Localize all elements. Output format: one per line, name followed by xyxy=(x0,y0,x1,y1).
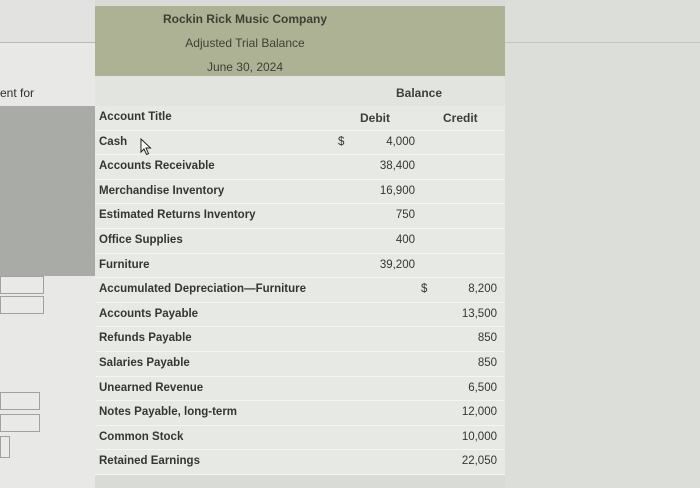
account-title-cell: Estimated Returns Inventory xyxy=(99,209,256,222)
table-row: Office Supplies 400 xyxy=(95,228,505,254)
table-row: Cash $4,000 xyxy=(95,130,505,156)
account-title-cell: Notes Payable, long-term xyxy=(99,406,238,419)
column-header-credit: Credit xyxy=(443,111,478,125)
right-page-panel xyxy=(505,0,700,488)
right-divider xyxy=(505,42,700,43)
company-name: Rockin Rick Music Company xyxy=(162,12,328,26)
table-row: Furniture 39,200 xyxy=(95,253,505,279)
table-row: Salaries Payable 850 xyxy=(95,351,505,377)
debit-cell[interactable]: 16,900 xyxy=(379,184,415,197)
statement-header: Rockin Rick Music Company Adjusted Trial… xyxy=(95,6,505,76)
table-row: Accumulated Depreciation—Furniture $8,200 xyxy=(95,278,505,303)
table-row: Accounts Payable 13,500 xyxy=(95,302,505,328)
debit-cell[interactable]: 38,400 xyxy=(379,160,415,173)
table-row: Unearned Revenue 6,500 xyxy=(95,376,505,402)
credit-cell[interactable]: 12,000 xyxy=(461,406,497,419)
account-title-cell: Merchandise Inventory xyxy=(99,184,225,197)
account-title-cell: Salaries Payable xyxy=(99,356,190,369)
debit-cell[interactable]: 4,000 xyxy=(386,135,415,148)
credit-cell[interactable]: 13,500 xyxy=(461,307,497,320)
balance-label: Balance xyxy=(396,86,443,100)
credit-cell[interactable]: 10,000 xyxy=(461,430,497,443)
credit-cell[interactable]: 22,050 xyxy=(461,455,497,468)
statement-title: Adjusted Trial Balance xyxy=(185,36,305,50)
left-top-bar xyxy=(0,0,95,43)
column-header-debit: Debit xyxy=(360,111,390,125)
balance-band xyxy=(95,76,505,106)
table-header-row: Account Title Debit Credit xyxy=(95,106,505,131)
account-title-cell: Accounts Receivable xyxy=(99,160,215,173)
left-partial-label: ent for xyxy=(0,86,35,100)
table-row: Estimated Returns Inventory 750 xyxy=(95,204,505,229)
credit-cell[interactable]: 6,500 xyxy=(468,381,497,394)
debit-cell[interactable]: 39,200 xyxy=(379,258,415,271)
trial-balance-table: Account Title Debit Credit Cash $4,000 Acc… xyxy=(95,106,505,475)
table-row: Merchandise Inventory 16,900 xyxy=(95,179,505,205)
account-title-cell: Common Stock xyxy=(99,430,184,443)
table-row: Common Stock 10,000 xyxy=(95,425,505,451)
credit-dollar-sign: $ xyxy=(421,283,428,296)
table-row: Accounts Receivable 38,400 xyxy=(95,155,505,180)
table-body: Cash $4,000 Accounts Receivable 38,400 Merch… xyxy=(95,130,505,475)
statement-date: June 30, 2024 xyxy=(206,60,284,74)
account-title-cell: Refunds Payable xyxy=(99,332,192,345)
credit-cell[interactable]: 8,200 xyxy=(468,283,497,296)
left-input-field[interactable] xyxy=(0,392,40,410)
debit-cell[interactable]: 400 xyxy=(395,233,415,246)
account-title-cell: Accumulated Depreciation—Furniture xyxy=(99,283,307,296)
debit-cell[interactable]: 750 xyxy=(395,209,415,222)
account-title-cell: Office Supplies xyxy=(99,233,183,246)
left-input-field[interactable] xyxy=(0,276,44,294)
column-header-account: Account Title xyxy=(99,111,172,123)
credit-cell[interactable]: 850 xyxy=(477,356,497,369)
left-input-field[interactable] xyxy=(0,296,44,314)
debit-dollar-sign: $ xyxy=(338,135,345,148)
left-input-field[interactable] xyxy=(0,414,40,432)
table-row: Notes Payable, long-term 12,000 xyxy=(95,401,505,426)
table-row: Refunds Payable 850 xyxy=(95,327,505,352)
account-title-cell: Retained Earnings xyxy=(99,455,200,468)
account-title-cell: Accounts Payable xyxy=(99,307,199,320)
mouse-pointer-icon xyxy=(140,138,152,156)
left-input-field[interactable] xyxy=(0,436,10,458)
account-title-cell: Unearned Revenue xyxy=(99,381,204,394)
account-title-cell: Furniture xyxy=(99,258,150,271)
credit-cell[interactable]: 850 xyxy=(477,332,497,345)
left-grey-block xyxy=(0,106,95,276)
account-title-cell: Cash xyxy=(99,135,128,148)
table-row: Retained Earnings 22,050 xyxy=(95,450,505,475)
left-page-panel: ent for xyxy=(0,0,95,488)
